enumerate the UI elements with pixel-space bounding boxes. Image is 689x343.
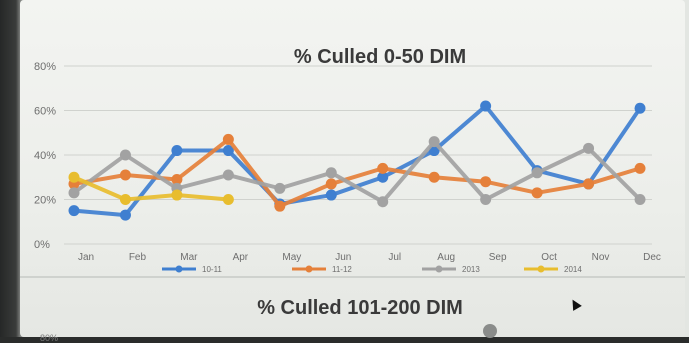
series-line — [72, 175, 231, 202]
legend-label: 2013 — [462, 265, 480, 274]
data-point — [68, 187, 80, 199]
data-point — [531, 187, 543, 199]
data-point — [325, 189, 337, 201]
series-line — [72, 104, 642, 218]
data-point — [68, 171, 80, 183]
second-chart-ytick: 80% — [40, 333, 59, 343]
data-point — [377, 196, 389, 208]
data-point — [428, 136, 440, 148]
data-point — [634, 102, 646, 114]
x-tick-label: Aug — [437, 252, 455, 263]
x-tick-label: Oct — [541, 252, 557, 263]
data-point — [634, 162, 646, 174]
data-point — [274, 182, 286, 194]
data-point — [274, 200, 286, 212]
chart-panel — [20, 0, 685, 337]
legend-label: 2014 — [564, 265, 582, 274]
chart-divider — [20, 276, 685, 278]
data-point — [222, 169, 234, 181]
data-point — [119, 149, 131, 161]
legend-marker — [305, 265, 313, 273]
legend-marker — [537, 265, 545, 273]
x-tick-label: Dec — [643, 252, 661, 263]
data-point — [68, 205, 80, 217]
legend-label: 10-11 — [202, 265, 222, 274]
series-line — [72, 139, 642, 204]
data-point — [222, 145, 234, 157]
y-tick-label: 0% — [34, 239, 50, 251]
data-point — [171, 173, 183, 185]
data-point — [171, 189, 183, 201]
data-point — [531, 167, 543, 179]
pin-icon — [483, 324, 497, 338]
data-point — [119, 209, 131, 221]
data-point — [222, 194, 234, 205]
data-point — [480, 176, 492, 188]
data-point — [480, 100, 492, 112]
x-tick-label: Jul — [388, 252, 401, 263]
series-line — [72, 137, 642, 209]
data-point — [480, 194, 492, 205]
data-point — [119, 194, 131, 205]
data-point — [583, 142, 595, 154]
x-tick-label: Nov — [592, 252, 610, 263]
y-tick-label: 60% — [34, 106, 56, 118]
x-tick-label: Sep — [489, 252, 507, 263]
x-tick-label: Feb — [129, 252, 147, 263]
second-chart-title: % Culled 101-200 DIM — [257, 297, 463, 319]
data-point — [583, 178, 595, 190]
y-tick-label: 40% — [34, 150, 56, 162]
data-point — [428, 171, 440, 183]
x-tick-label: May — [282, 252, 301, 263]
data-point — [377, 162, 389, 174]
x-tick-label: Apr — [233, 252, 249, 263]
x-tick-label: Jun — [335, 252, 351, 263]
chart-title: % Culled 0-50 DIM — [293, 46, 467, 68]
data-point — [634, 194, 646, 205]
legend-label: 11-12 — [332, 265, 352, 274]
y-tick-label: 80% — [34, 61, 56, 73]
x-tick-label: Jan — [78, 252, 94, 263]
data-point — [377, 171, 389, 183]
data-point — [119, 169, 131, 181]
data-point — [171, 145, 183, 157]
data-point — [325, 178, 337, 190]
data-point — [325, 167, 337, 179]
y-tick-label: 20% — [34, 195, 56, 207]
legend-marker — [175, 265, 183, 273]
x-tick-label: Mar — [180, 252, 198, 263]
data-point — [222, 133, 234, 145]
legend-marker — [435, 265, 443, 273]
